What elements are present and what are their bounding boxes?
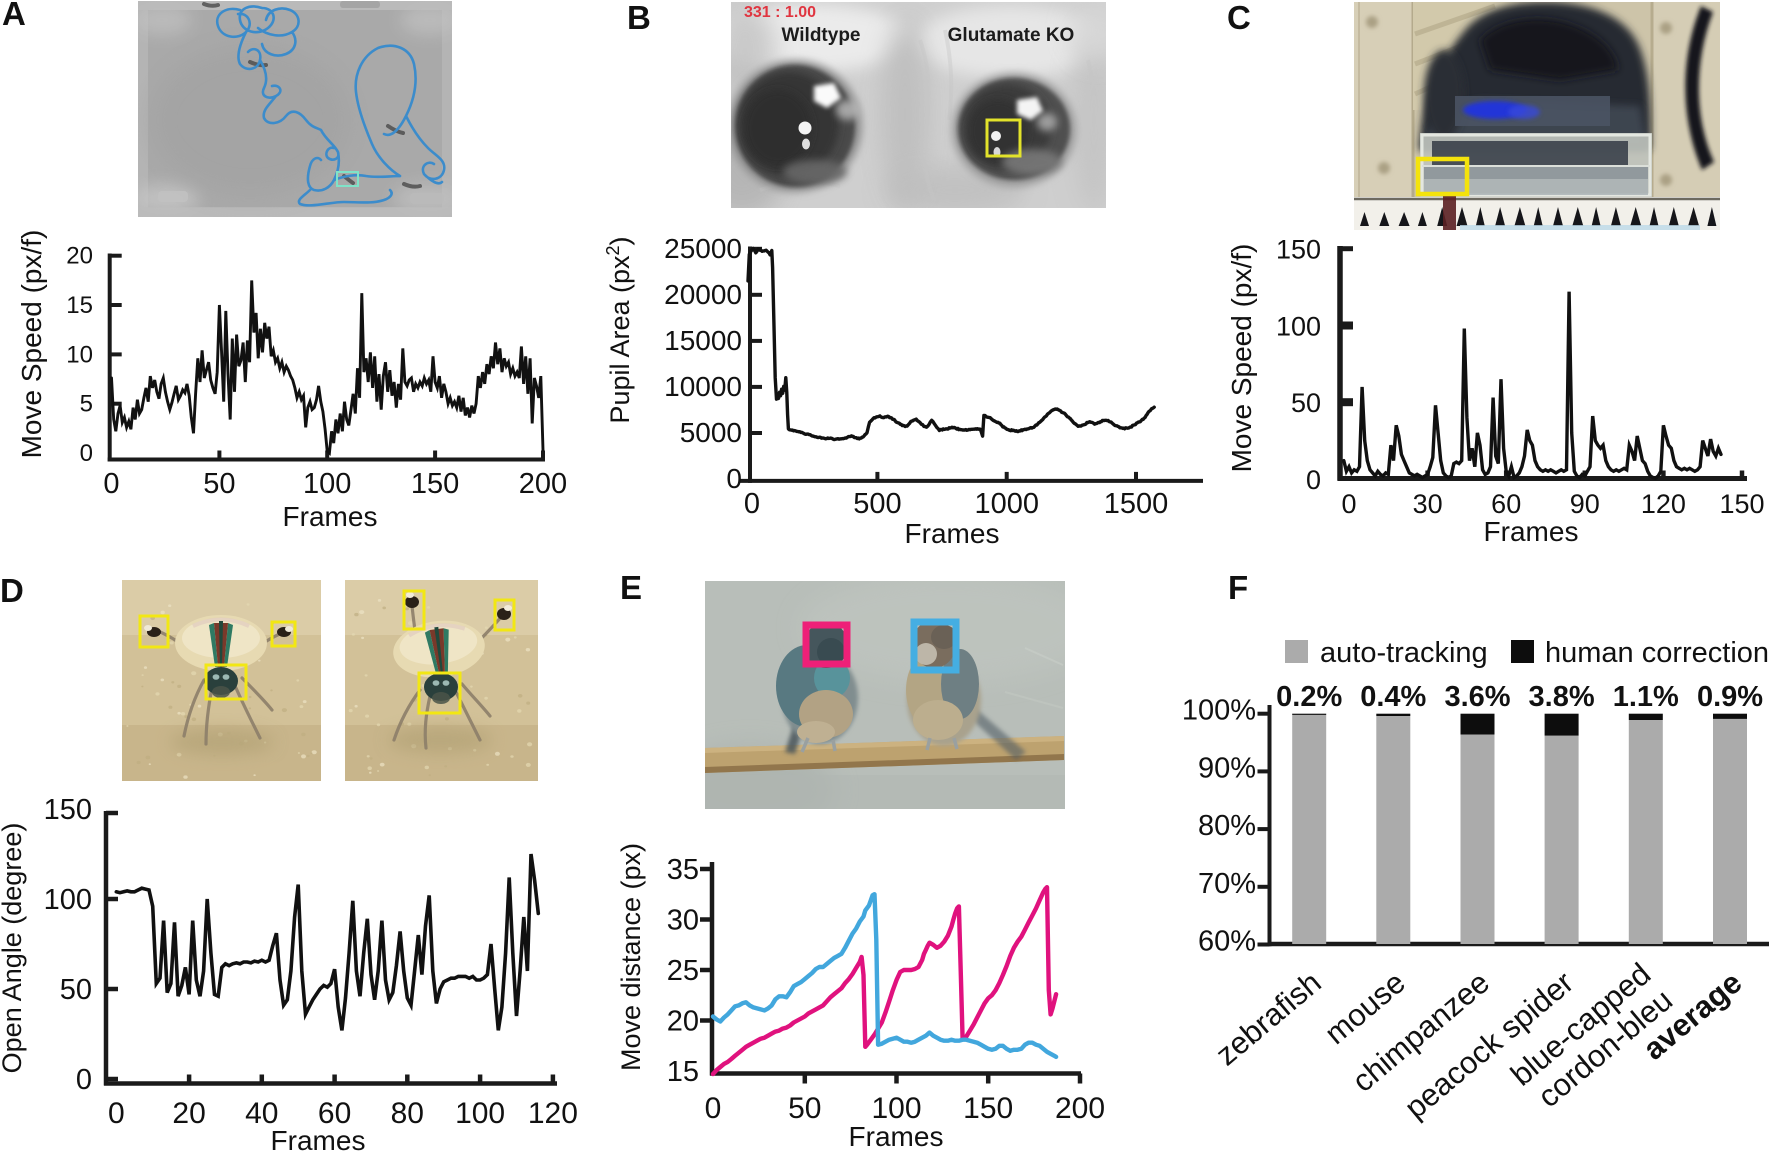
svg-text:Open Angle (degree): Open Angle (degree): [0, 823, 27, 1074]
svg-text:30: 30: [667, 905, 699, 937]
svg-text:Move Speed (px/f): Move Speed (px/f): [16, 230, 47, 459]
svg-text:100: 100: [44, 884, 92, 916]
svg-text:60: 60: [318, 1097, 351, 1130]
svg-text:3.8%: 3.8%: [1529, 681, 1595, 713]
svg-text:Pupil Area (px2): Pupil Area (px2): [603, 236, 635, 423]
svg-text:50: 50: [788, 1092, 821, 1125]
svg-text:Move Speed (px/f): Move Speed (px/f): [1226, 244, 1257, 473]
svg-text:0: 0: [744, 488, 760, 520]
svg-text:200: 200: [519, 468, 567, 500]
svg-text:15: 15: [66, 292, 93, 319]
svg-text:human correction: human correction: [1545, 637, 1769, 669]
svg-text:70%: 70%: [1198, 868, 1256, 900]
svg-text:5: 5: [80, 391, 93, 418]
svg-text:120: 120: [528, 1097, 578, 1130]
svg-text:150: 150: [1276, 235, 1321, 265]
svg-text:3.6%: 3.6%: [1444, 681, 1510, 713]
svg-text:120: 120: [1641, 489, 1686, 519]
svg-text:15000: 15000: [664, 325, 742, 356]
svg-text:0: 0: [726, 463, 742, 494]
svg-text:0: 0: [80, 440, 93, 467]
svg-text:100: 100: [303, 468, 351, 500]
svg-text:0: 0: [76, 1064, 92, 1096]
svg-text:auto-tracking: auto-tracking: [1320, 637, 1488, 669]
svg-text:100: 100: [1276, 312, 1321, 342]
svg-text:5000: 5000: [680, 417, 742, 448]
svg-text:80%: 80%: [1198, 810, 1256, 842]
svg-text:0.4%: 0.4%: [1360, 681, 1426, 713]
svg-text:90%: 90%: [1198, 752, 1256, 784]
svg-text:150: 150: [44, 794, 92, 826]
svg-text:30: 30: [1413, 489, 1443, 519]
svg-text:50: 50: [60, 974, 92, 1006]
svg-text:20000: 20000: [664, 279, 742, 310]
svg-text:Frames: Frames: [283, 501, 378, 532]
svg-text:0: 0: [103, 468, 119, 500]
svg-text:100: 100: [871, 1092, 921, 1125]
svg-text:F: F: [1228, 569, 1248, 606]
svg-text:150: 150: [963, 1092, 1013, 1125]
svg-text:10: 10: [66, 341, 93, 368]
svg-text:Frames: Frames: [271, 1125, 366, 1151]
svg-text:Glutamate KO: Glutamate KO: [948, 25, 1075, 46]
svg-text:1000: 1000: [974, 488, 1039, 520]
svg-text:60: 60: [1491, 489, 1521, 519]
svg-text:10000: 10000: [664, 371, 742, 402]
svg-text:Frames: Frames: [905, 518, 1000, 549]
svg-text:E: E: [620, 569, 642, 606]
svg-text:50: 50: [1291, 388, 1321, 418]
svg-text:0: 0: [1341, 489, 1356, 519]
svg-text:20: 20: [66, 243, 93, 270]
svg-text:331 : 1.00: 331 : 1.00: [744, 4, 816, 21]
svg-text:Frames: Frames: [1484, 516, 1579, 547]
svg-text:60%: 60%: [1198, 926, 1256, 958]
svg-text:35: 35: [667, 854, 699, 886]
svg-text:0.9%: 0.9%: [1697, 681, 1763, 713]
svg-text:15: 15: [667, 1056, 699, 1088]
svg-text:100%: 100%: [1182, 695, 1256, 727]
svg-text:Move distance (px): Move distance (px): [616, 843, 646, 1071]
svg-text:A: A: [2, 0, 26, 32]
svg-text:80: 80: [391, 1097, 424, 1130]
svg-text:0: 0: [705, 1092, 722, 1125]
svg-text:1.1%: 1.1%: [1613, 681, 1679, 713]
svg-text:20: 20: [667, 1006, 699, 1038]
svg-text:0: 0: [108, 1097, 125, 1130]
svg-text:150: 150: [411, 468, 459, 500]
svg-text:90: 90: [1570, 489, 1600, 519]
svg-text:0: 0: [1306, 465, 1321, 495]
svg-text:Frames: Frames: [849, 1121, 944, 1151]
svg-text:25: 25: [667, 955, 699, 987]
svg-text:1500: 1500: [1104, 488, 1169, 520]
svg-text:40: 40: [245, 1097, 278, 1130]
svg-text:D: D: [0, 572, 24, 609]
svg-text:0.2%: 0.2%: [1276, 681, 1342, 713]
svg-text:100: 100: [455, 1097, 505, 1130]
svg-text:150: 150: [1719, 489, 1764, 519]
svg-text:20: 20: [172, 1097, 205, 1130]
svg-text:Wildtype: Wildtype: [782, 25, 861, 46]
svg-text:25000: 25000: [664, 233, 742, 264]
svg-text:B: B: [627, 0, 651, 36]
svg-text:C: C: [1227, 0, 1251, 36]
svg-text:500: 500: [853, 488, 901, 520]
svg-text:50: 50: [203, 468, 235, 500]
svg-text:200: 200: [1055, 1092, 1105, 1125]
